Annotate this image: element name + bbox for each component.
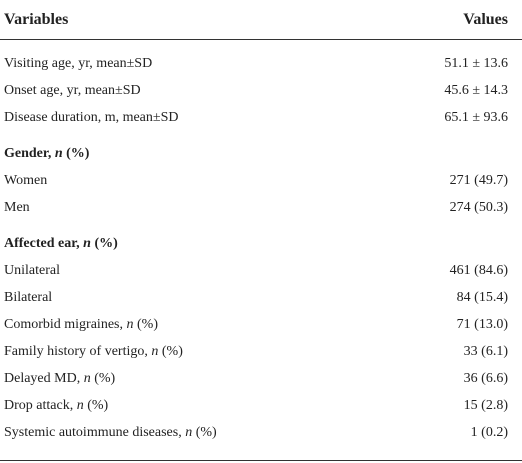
table-row: Gender, n (%) xyxy=(0,131,522,167)
text-segment: Gender, xyxy=(4,145,55,161)
value-cell: 84 (15.4) xyxy=(456,289,508,305)
value-cell: 51.1 ± 13.6 xyxy=(444,55,508,71)
text-segment: Visiting age, yr, mean±SD xyxy=(4,55,153,71)
text-segment: Delayed MD, xyxy=(4,370,84,386)
text-segment: (%) xyxy=(90,370,116,386)
value-cell: 33 (6.1) xyxy=(463,343,508,359)
table-row: Systemic autoimmune diseases, n (%) 1 (0.… xyxy=(0,419,522,446)
text-segment: n xyxy=(151,343,159,359)
table-row: Men 274 (50.3) xyxy=(0,194,522,221)
table-row: Drop attack, n (%) 15 (2.8) xyxy=(0,392,522,419)
variable-cell: Women xyxy=(4,173,47,189)
value-cell: 65.1 ± 93.6 xyxy=(444,109,508,125)
text-segment: Bilateral xyxy=(4,289,53,305)
text-segment: (%) xyxy=(192,424,217,440)
variable-cell: Delayed MD, n (%) xyxy=(4,371,115,387)
text-segment: Men xyxy=(4,199,30,215)
table-body: Visiting age, yr, mean±SD 51.1 ± 13.6 Onse… xyxy=(0,50,522,446)
table-row: Family history of vertigo, n (%) 33 (6.1) xyxy=(0,338,522,365)
value-cell: 36 (6.6) xyxy=(463,370,508,386)
text-segment: n xyxy=(83,370,91,386)
value-cell: 15 (2.8) xyxy=(463,397,508,413)
variable-cell: Unilateral xyxy=(4,263,60,279)
value-cell: 45.6 ± 14.3 xyxy=(444,82,508,98)
value-cell: 1 (0.2) xyxy=(470,424,508,440)
header-cell: Variables xyxy=(4,10,69,28)
variable-cell: Visiting age, yr, mean±SD xyxy=(4,56,152,72)
table-row: Women 271 (49.7) xyxy=(0,167,522,194)
value-cell: 274 (50.3) xyxy=(449,199,508,215)
variable-cell: Systemic autoimmune diseases, n (%) xyxy=(4,425,217,441)
header-cell: Values xyxy=(463,10,508,28)
text-segment: Affected ear, xyxy=(4,235,84,251)
variable-cell: Men xyxy=(4,200,30,216)
variable-cell: Disease duration, m, mean±SD xyxy=(4,110,178,126)
text-segment: Unilateral xyxy=(4,262,60,278)
table-row: Comorbid migraines, n (%) 71 (13.0) xyxy=(0,311,522,338)
text-segment: Women xyxy=(4,172,48,188)
table-row: Bilateral 84 (15.4) xyxy=(0,284,522,311)
variable-cell: Onset age, yr, mean±SD xyxy=(4,83,141,99)
value-cell: 71 (13.0) xyxy=(456,316,508,332)
text-segment: (%) xyxy=(83,397,109,413)
table-row: Visiting age, yr, mean±SD 51.1 ± 13.6 xyxy=(0,50,522,77)
variable-cell: Bilateral xyxy=(4,290,52,306)
text-segment: n xyxy=(126,316,134,332)
table-rule xyxy=(0,460,522,461)
text-segment: Drop attack, xyxy=(4,397,77,413)
text-segment: (%) xyxy=(158,343,183,359)
table-row: Disease duration, m, mean±SD 65.1 ± 93.6 xyxy=(0,104,522,131)
text-segment: (%) xyxy=(62,145,90,161)
text-segment: Comorbid migraines, xyxy=(4,316,127,332)
table-row: Delayed MD, n (%) 36 (6.6) xyxy=(0,365,522,392)
table-header: Variables Values xyxy=(0,0,522,40)
variable-cell: Affected ear, n (%) xyxy=(4,236,118,252)
text-segment: Disease duration, m, mean±SD xyxy=(4,109,179,125)
text-segment: Systemic autoimmune diseases, xyxy=(4,424,186,440)
table-row: Affected ear, n (%) xyxy=(0,221,522,257)
text-segment: n xyxy=(54,145,63,161)
variable-cell: Family history of vertigo, n (%) xyxy=(4,344,183,360)
value-cell: 271 (49.7) xyxy=(449,172,508,188)
text-segment: n xyxy=(76,397,84,413)
variable-cell: Gender, n (%) xyxy=(4,146,89,162)
variable-cell: Drop attack, n (%) xyxy=(4,398,108,414)
table-row: Onset age, yr, mean±SD 45.6 ± 14.3 xyxy=(0,77,522,104)
text-segment: (%) xyxy=(90,235,118,251)
text-segment: Onset age, yr, mean±SD xyxy=(4,82,141,98)
text-segment: (%) xyxy=(133,316,158,332)
table-row: Unilateral 461 (84.6) xyxy=(0,257,522,284)
text-segment: n xyxy=(83,235,91,251)
text-segment: n xyxy=(185,424,193,440)
variable-cell: Comorbid migraines, n (%) xyxy=(4,317,158,333)
text-segment: Family history of vertigo, xyxy=(4,343,152,359)
value-cell: 461 (84.6) xyxy=(449,262,508,278)
